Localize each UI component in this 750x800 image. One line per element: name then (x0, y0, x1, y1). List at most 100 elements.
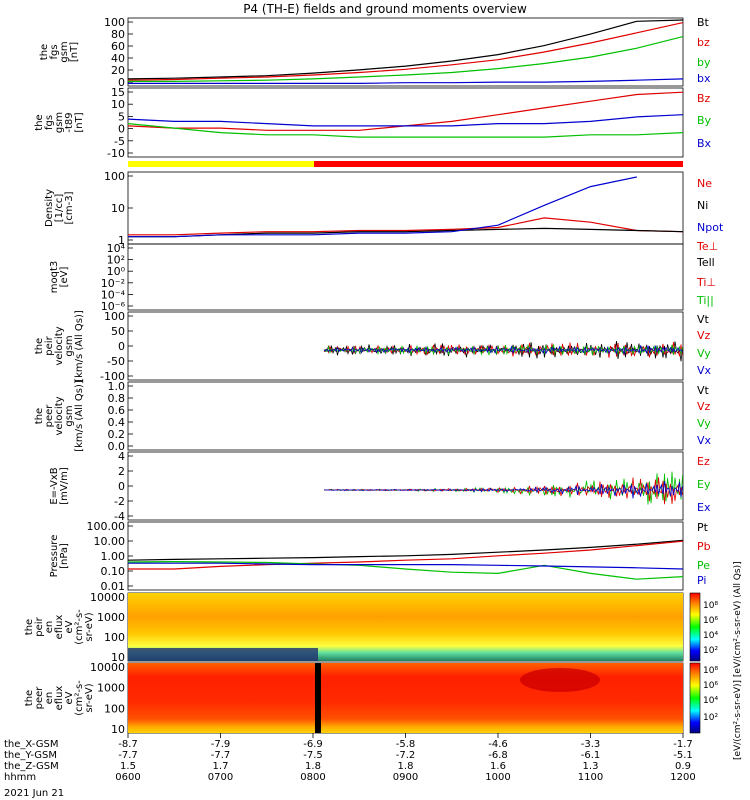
peer-data-gap (315, 663, 321, 733)
y-tick-label: 2 (118, 465, 125, 478)
legend-Vt: Vt (697, 313, 710, 326)
orbit-row-value: -4.6 (488, 739, 508, 750)
legend-Te⊥: Te⊥ (696, 240, 718, 253)
orbit-row-value: 1.7 (213, 761, 229, 772)
y-axis-label: [mV/m] (59, 467, 70, 505)
orbit-row-value: -6.1 (581, 750, 601, 761)
colorbar-tick: 10² (703, 713, 718, 723)
y-tick-label: 50 (111, 325, 125, 338)
colorbar-tick: 10⁸ (703, 601, 718, 611)
y-tick-label: -2 (114, 495, 125, 508)
y-tick-label: 0 (118, 123, 125, 136)
y-tick-label: 5 (118, 110, 125, 123)
colorbar-peer (690, 663, 700, 733)
series-line-Pi (128, 563, 683, 569)
series-line-Bz (128, 92, 683, 130)
orbit-row-value: 1.6 (490, 761, 506, 772)
panel-frame-temperature (128, 244, 683, 310)
date-label: 2021 Jun 21 (4, 788, 64, 799)
colorbar-ticks: 10⁸10⁶10⁴10²10⁸10⁶10⁴10² (703, 601, 718, 723)
colorbar-tick: 10⁶ (703, 616, 718, 626)
legend-Vy: Vy (697, 417, 711, 430)
orbit-row-value: 0600 (115, 772, 140, 783)
y-tick-label: 1000 (97, 611, 125, 624)
colorbar-tick: 10⁶ (703, 681, 718, 691)
legend-Pi: Pi (697, 574, 706, 587)
y-tick-label: 100 (104, 702, 125, 715)
y-tick-label: 0.10 (101, 565, 126, 578)
legend-bx: bx (697, 72, 711, 85)
x-axis-labels: the_X-GSM -8.7 -7.9 -6.9 -5.8 -4.6 -3.3 -1.7the… (4, 733, 696, 783)
status-bar-yellow (128, 161, 314, 167)
y-tick-label: 10.00 (94, 535, 126, 548)
legend-bz: bz (697, 36, 710, 49)
y-tick-label: 4 (118, 450, 125, 463)
panel-frame-fgs-gsm (128, 18, 683, 86)
orbit-row-value: 0800 (300, 772, 325, 783)
peer-high-flux-region (520, 668, 600, 692)
panel-peer-velocity: 1.00.80.60.40.20.0 the peer velocity gsm [km/… (34, 380, 712, 453)
orbit-row-value: 1.5 (120, 761, 136, 772)
orbit-row-value: 1100 (578, 772, 603, 783)
legend-Ti||: Ti|| (696, 294, 714, 307)
orbit-row-value: -7.2 (396, 750, 416, 761)
peir-velocity-trace (324, 341, 683, 361)
legend-Vz: Vz (697, 329, 711, 342)
orbit-row-value: 1.3 (583, 761, 599, 772)
legend-Ne: Ne (697, 177, 712, 190)
colorbar-label: [eV/(cm²-s-sr-eV)] [eV/(cm²-s-sr-eV) (Al… (733, 561, 743, 760)
y-tick-label: 10 (111, 202, 125, 215)
legend-Vy: Vy (697, 347, 711, 360)
panel-frame-peir-velocity (128, 312, 683, 380)
orbit-row-label: hhmm (4, 772, 36, 783)
y-tick-label: 10000 (90, 661, 125, 674)
panel-density: 100 10 1 Density [1/cc] [cm-3] Ne Ni Npot Te⊥ (44, 170, 724, 253)
y-axis-label: [nT] (74, 112, 85, 132)
orbit-row-value: 1.8 (398, 761, 414, 772)
orbit-row-label: the_X-GSM (4, 739, 58, 750)
y-tick-label: -50 (107, 355, 125, 368)
legend-Vx: Vx (697, 364, 712, 377)
legend-Pb: Pb (697, 540, 711, 553)
panel-temperature: 10⁴10²10⁰10⁻²10⁻⁴10⁻⁶ moqt3 [eV] Tell Ti⊥ Ti|… (49, 242, 716, 313)
colorbar-tick: 10² (703, 646, 718, 656)
y-tick-label: -5 (114, 135, 125, 148)
orbit-row-label: the_Z-GSM (4, 761, 59, 772)
orbit-row-value: -6.8 (488, 750, 508, 761)
panel-pressure: 100.00 10.00 1.00 0.10 0.01 Pressure [nPa] Pt Pb… (49, 520, 711, 593)
series-line-by (128, 37, 683, 82)
y-tick-label: 10 (111, 98, 125, 111)
orbit-row-value: -5.8 (396, 739, 416, 750)
legend-By: By (697, 114, 712, 127)
y-axis-label: sr-eV) (84, 683, 95, 712)
y-tick-label: 100 (104, 310, 125, 323)
legend-Tell: Tell (696, 256, 715, 269)
y-tick-label: 10 (111, 723, 125, 736)
orbit-row-value: -7.7 (118, 750, 138, 761)
colorbar-tick: 10⁴ (703, 631, 718, 641)
legend-Vz: Vz (697, 400, 711, 413)
series-line-Bt (128, 20, 683, 79)
orbit-row-value: -6.9 (303, 739, 323, 750)
legend-Vx: Vx (697, 434, 712, 447)
legend-Ez: Ez (697, 455, 710, 468)
panel-peir-velocity: 100 50 0 -50 -100 the peir velocity gsm [km/s (Al… (34, 310, 712, 383)
orbit-row-value: -8.7 (118, 739, 138, 750)
legend-Bt: Bt (697, 16, 710, 29)
legend-Bz: Bz (697, 92, 711, 105)
y-axis-label: [km/s (All Qs)] (74, 380, 85, 452)
colorbar-peir (690, 593, 700, 661)
colorbar-tick: 10⁸ (703, 666, 718, 676)
y-axis-label: [eV] (59, 267, 70, 288)
orbit-row-value: 0900 (393, 772, 418, 783)
orbit-row-value: 1.8 (305, 761, 321, 772)
y-axis-label: [nT] (69, 42, 80, 62)
legend-Pt: Pt (697, 521, 709, 534)
y-axis-label: [nPa] (59, 543, 70, 569)
series-line-Pt (128, 540, 683, 560)
legend-Ex: Ex (697, 501, 711, 514)
panel-fgs-gsm: 100806040200 the fgs gsm [nT] Bt bz by bx (39, 16, 711, 89)
y-tick-label: 100.00 (87, 520, 126, 533)
legend-Npot: Npot (697, 221, 724, 234)
